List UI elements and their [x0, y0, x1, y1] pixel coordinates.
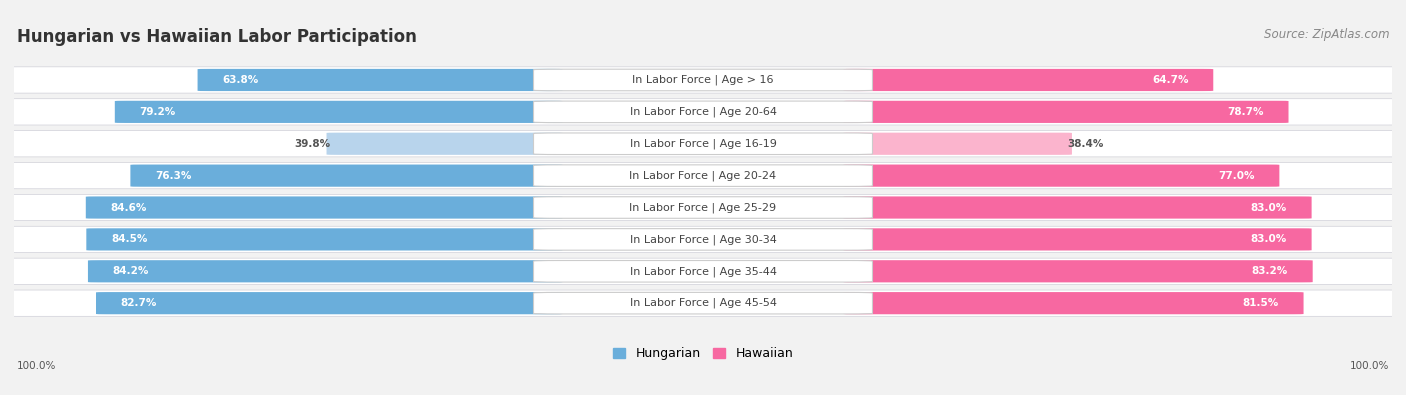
FancyBboxPatch shape — [533, 133, 873, 154]
Text: In Labor Force | Age 25-29: In Labor Force | Age 25-29 — [630, 202, 776, 213]
Text: 77.0%: 77.0% — [1218, 171, 1254, 181]
Text: 100.0%: 100.0% — [1350, 361, 1389, 371]
Text: 100.0%: 100.0% — [17, 361, 56, 371]
Legend: Hungarian, Hawaiian: Hungarian, Hawaiian — [607, 342, 799, 365]
Text: 38.4%: 38.4% — [1067, 139, 1104, 149]
Text: Hungarian vs Hawaiian Labor Participation: Hungarian vs Hawaiian Labor Participatio… — [17, 28, 416, 46]
FancyBboxPatch shape — [0, 67, 1406, 93]
FancyBboxPatch shape — [326, 133, 562, 155]
FancyBboxPatch shape — [96, 292, 562, 314]
FancyBboxPatch shape — [533, 292, 873, 314]
FancyBboxPatch shape — [131, 165, 562, 187]
FancyBboxPatch shape — [533, 261, 873, 282]
Text: 63.8%: 63.8% — [222, 75, 259, 85]
FancyBboxPatch shape — [0, 290, 1406, 316]
FancyBboxPatch shape — [0, 258, 1406, 284]
FancyBboxPatch shape — [0, 194, 1406, 221]
Text: 79.2%: 79.2% — [139, 107, 176, 117]
FancyBboxPatch shape — [86, 196, 562, 218]
FancyBboxPatch shape — [844, 133, 1071, 155]
FancyBboxPatch shape — [844, 69, 1213, 91]
FancyBboxPatch shape — [844, 196, 1312, 218]
Text: 83.0%: 83.0% — [1250, 203, 1286, 213]
Text: In Labor Force | Age > 16: In Labor Force | Age > 16 — [633, 75, 773, 85]
FancyBboxPatch shape — [844, 260, 1313, 282]
FancyBboxPatch shape — [844, 292, 1303, 314]
FancyBboxPatch shape — [86, 228, 562, 250]
Text: In Labor Force | Age 30-34: In Labor Force | Age 30-34 — [630, 234, 776, 245]
FancyBboxPatch shape — [533, 197, 873, 218]
Text: In Labor Force | Age 20-64: In Labor Force | Age 20-64 — [630, 107, 776, 117]
Text: 64.7%: 64.7% — [1152, 75, 1188, 85]
FancyBboxPatch shape — [844, 165, 1279, 187]
FancyBboxPatch shape — [533, 229, 873, 250]
FancyBboxPatch shape — [0, 226, 1406, 252]
Text: 76.3%: 76.3% — [155, 171, 191, 181]
Text: 83.2%: 83.2% — [1251, 266, 1288, 276]
Text: 78.7%: 78.7% — [1227, 107, 1264, 117]
FancyBboxPatch shape — [844, 228, 1312, 250]
Text: 83.0%: 83.0% — [1250, 234, 1286, 245]
FancyBboxPatch shape — [0, 99, 1406, 125]
Text: In Labor Force | Age 35-44: In Labor Force | Age 35-44 — [630, 266, 776, 276]
FancyBboxPatch shape — [533, 101, 873, 122]
Text: 81.5%: 81.5% — [1243, 298, 1278, 308]
FancyBboxPatch shape — [533, 69, 873, 91]
Text: Source: ZipAtlas.com: Source: ZipAtlas.com — [1264, 28, 1389, 41]
FancyBboxPatch shape — [198, 69, 562, 91]
Text: 39.8%: 39.8% — [294, 139, 330, 149]
FancyBboxPatch shape — [844, 101, 1288, 123]
FancyBboxPatch shape — [115, 101, 562, 123]
Text: 84.2%: 84.2% — [112, 266, 149, 276]
Text: 84.6%: 84.6% — [111, 203, 148, 213]
FancyBboxPatch shape — [533, 165, 873, 186]
FancyBboxPatch shape — [0, 162, 1406, 189]
FancyBboxPatch shape — [89, 260, 562, 282]
Text: 84.5%: 84.5% — [111, 234, 148, 245]
Text: In Labor Force | Age 16-19: In Labor Force | Age 16-19 — [630, 139, 776, 149]
Text: In Labor Force | Age 20-24: In Labor Force | Age 20-24 — [630, 170, 776, 181]
FancyBboxPatch shape — [0, 131, 1406, 157]
Text: 82.7%: 82.7% — [121, 298, 157, 308]
Text: In Labor Force | Age 45-54: In Labor Force | Age 45-54 — [630, 298, 776, 308]
